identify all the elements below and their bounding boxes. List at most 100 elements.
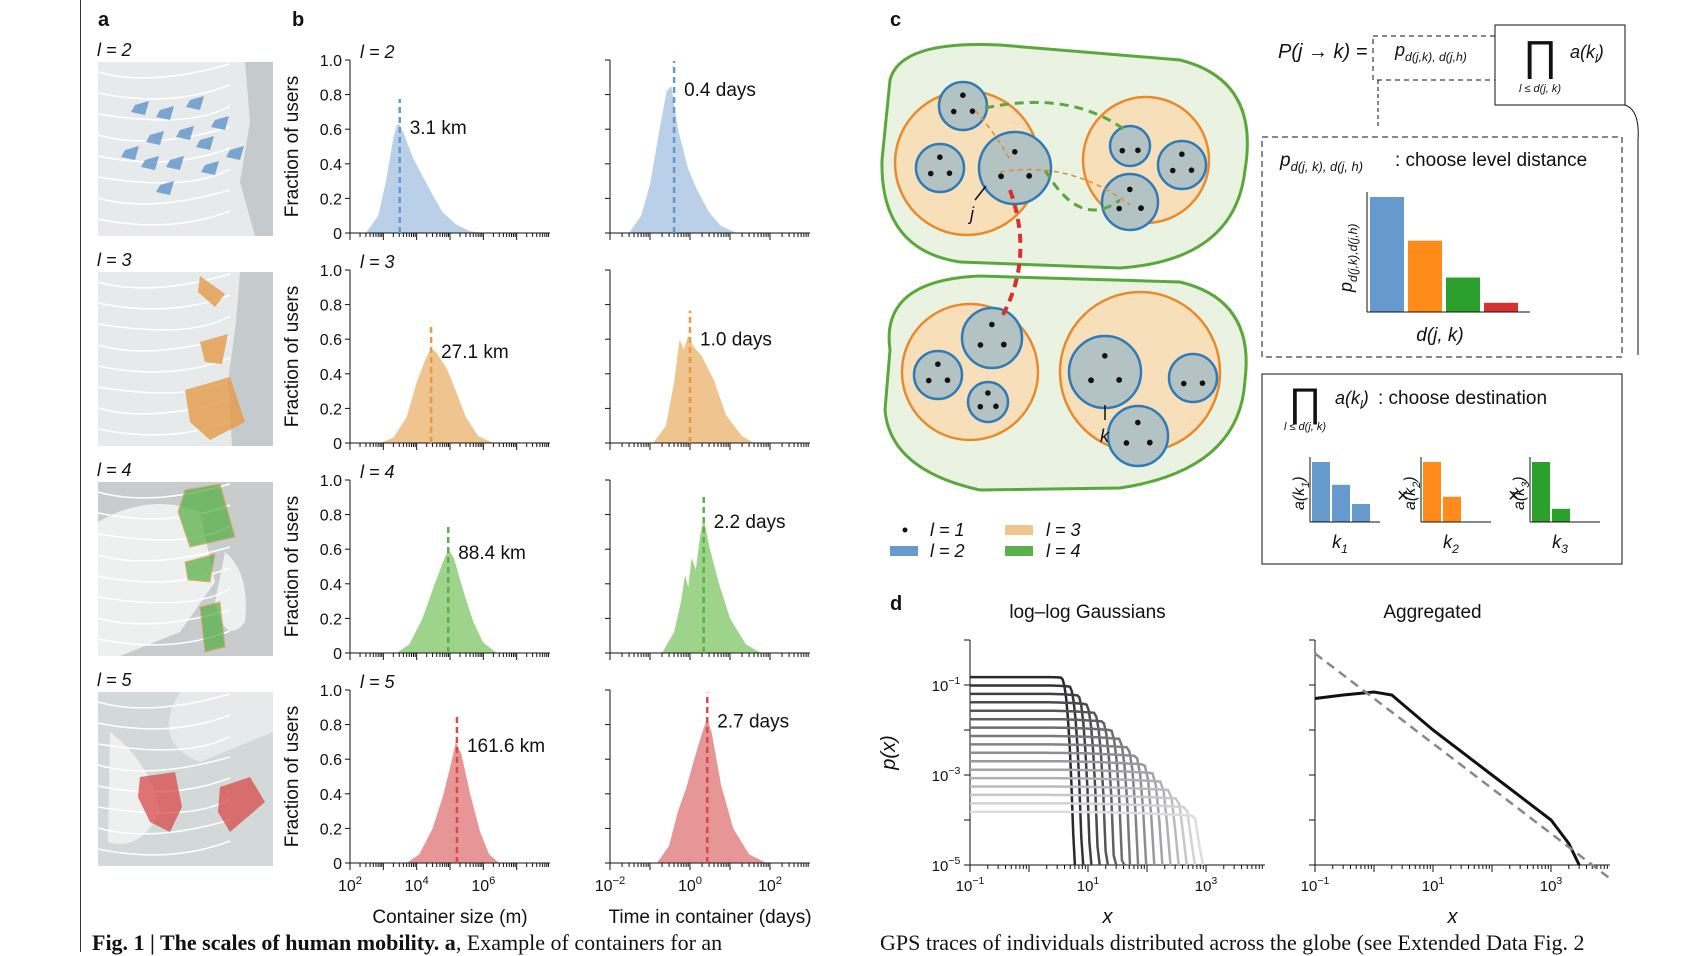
destination-x-label: k2: [1443, 532, 1459, 556]
l2-container: [1108, 124, 1152, 168]
dest-a: a(kl): [1335, 388, 1369, 412]
dest-product-sub: l ≤ d(j, k): [1284, 421, 1326, 433]
l2-container: [937, 80, 989, 132]
map-road: [97, 147, 231, 163]
l1-location: [1119, 147, 1126, 154]
gaussian-curve: [970, 717, 1118, 866]
destination-bar: [1352, 504, 1370, 522]
l1-location: [989, 321, 995, 328]
median-label: 3.1 km: [410, 118, 467, 139]
container-polygon: [198, 276, 225, 307]
distribution-area: [406, 741, 500, 863]
median-label: 161.6 km: [467, 736, 545, 757]
y-tick-label: 0.6: [320, 332, 342, 349]
l1-location: [1138, 205, 1144, 212]
container-polygon: [131, 101, 149, 115]
histogram-panel: 27.1 km l = 3 Fraction of users: [282, 252, 550, 450]
gaussian-curve: [970, 785, 1180, 866]
l2-container: [966, 380, 1010, 424]
container-polygon: [211, 116, 229, 130]
l1-location: [1011, 149, 1018, 155]
y-tick-label: 1.0: [320, 263, 342, 280]
map-level-label: l = 4: [97, 460, 132, 480]
gaussian-curve: [970, 701, 1101, 866]
l2-container: [912, 349, 964, 401]
container-polygon: [141, 156, 159, 170]
l1-location: [998, 173, 1004, 179]
map-road: [97, 168, 231, 184]
times-sign: ×: [1397, 485, 1409, 507]
x-tick-label: 106: [471, 875, 495, 895]
container-polygon: [200, 334, 228, 364]
container-polygon: [186, 96, 204, 110]
power-law-fit: [1314, 652, 1611, 880]
level-bar: [1408, 240, 1442, 312]
distribution-area: [653, 335, 755, 443]
median-label: 0.4 days: [684, 80, 756, 101]
map-road: [97, 273, 231, 289]
container-polygon: [121, 146, 139, 160]
l1-location: [1116, 205, 1123, 212]
y-tick-label: 0: [333, 436, 342, 453]
x-tick-label: 102: [758, 875, 782, 895]
legend-swatch: [890, 546, 918, 556]
formula-prod-box: [1494, 24, 1626, 106]
l1-location: [1135, 147, 1141, 154]
destination-bar: [1532, 462, 1550, 522]
level-box-title: : choose level distance: [1395, 150, 1587, 171]
destination-bar: [1443, 496, 1461, 522]
container-polygon: [184, 553, 216, 583]
y-axis-label: Fraction of users: [282, 76, 303, 218]
map-thumbnail: [97, 482, 273, 656]
gaussian-curve: [970, 802, 1197, 866]
aggregated-plot: Aggregated x: [1309, 602, 1611, 928]
distribution-area: [396, 549, 497, 653]
y-tick-label: 0: [333, 226, 342, 243]
destination-box: [1261, 373, 1623, 565]
map-road: [97, 840, 231, 856]
gaussian-curve: [970, 726, 1126, 866]
l1-location: [977, 342, 984, 348]
map-land: [108, 732, 160, 844]
dest-box-title: : choose destination: [1378, 388, 1547, 409]
destination-y-label: a(k1): [1291, 476, 1312, 510]
y-tick-label: 0.4: [320, 787, 342, 804]
y-tick-label: 10−5: [932, 855, 961, 875]
l1-location: [950, 108, 957, 115]
map-road: [97, 105, 231, 121]
gaussian-curve: [970, 675, 1077, 866]
map-sea: [228, 272, 273, 446]
y-tick-label: 1.0: [320, 53, 342, 70]
level-distance-box: [1261, 136, 1623, 358]
container-polygon: [196, 136, 214, 150]
l1-location: [1088, 377, 1094, 383]
orange-trajectory: [999, 168, 1131, 206]
container-polygon: [199, 601, 226, 653]
median-label: 27.1 km: [441, 342, 509, 363]
gaussian-curve: [970, 684, 1085, 866]
legend-dot: [902, 527, 908, 533]
legend-label: l = 1: [930, 520, 965, 540]
page-rule: [80, 0, 81, 952]
y-tick-label: 0.8: [320, 298, 342, 315]
x-axis-label: Container size (m): [372, 907, 527, 928]
level-x-label: d(j, k): [1416, 325, 1464, 346]
l1-location: [925, 377, 932, 384]
y-tick-label: 0.2: [320, 191, 342, 208]
map-level-label: l = 3: [97, 250, 132, 270]
red-trajectory: [998, 189, 1023, 322]
distribution-area: [657, 717, 767, 863]
histogram-panel: 2.7 days Time in container (days): [605, 689, 812, 928]
container-polygon: [177, 483, 236, 548]
y-tick-label: 0.6: [320, 122, 342, 139]
distribution-area: [629, 86, 737, 233]
l1-location: [935, 361, 941, 368]
y-axis-label: p(x): [878, 735, 900, 770]
y-axis-label: Fraction of users: [282, 286, 303, 428]
map-road: [97, 567, 231, 583]
panel-label-c: c: [890, 9, 901, 31]
map-road: [97, 546, 231, 562]
l1-location: [937, 154, 943, 161]
l1-location: [1127, 186, 1133, 193]
